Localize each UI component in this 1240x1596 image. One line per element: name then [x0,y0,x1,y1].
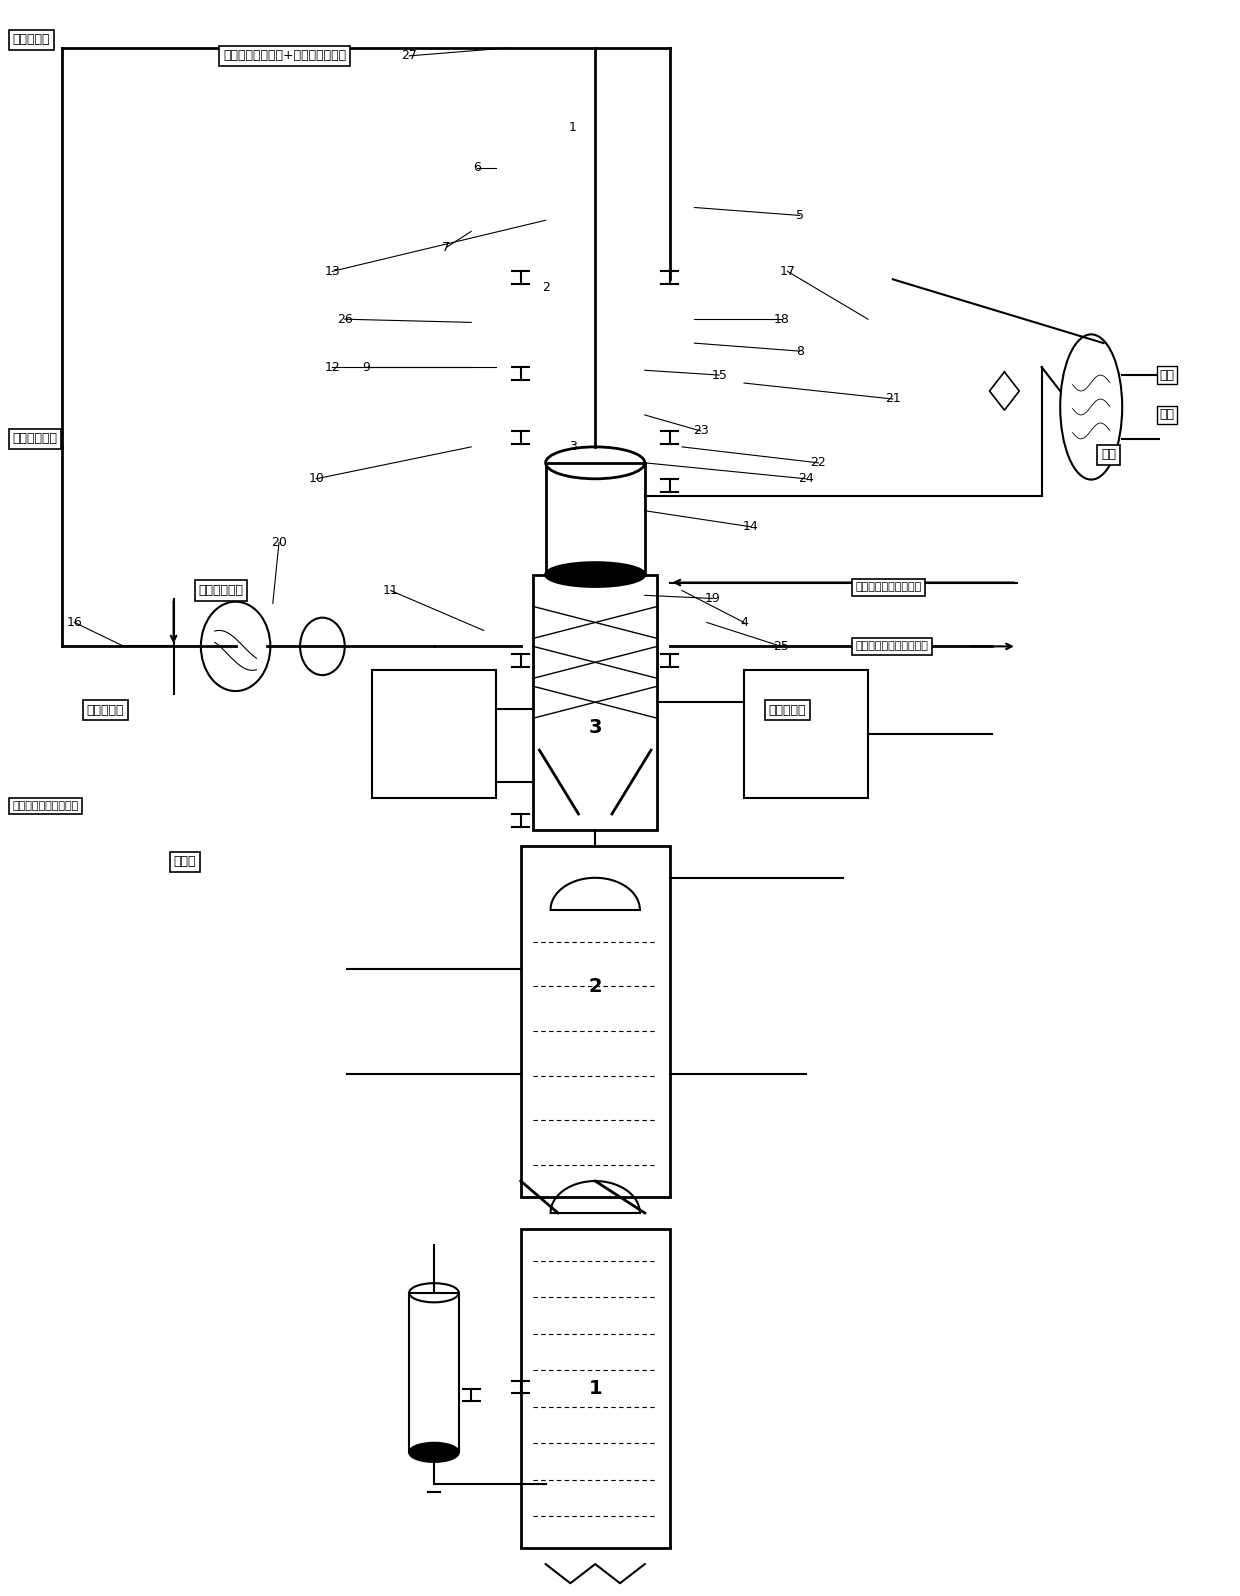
Bar [409,1293,459,1452]
Text: 排醛粗酒精去下游蒸馏塔: 排醛粗酒精去下游蒸馏塔 [856,642,929,651]
Text: 11: 11 [383,584,398,597]
Bar [744,670,868,798]
Text: 6: 6 [474,161,481,174]
Text: 12: 12 [325,361,340,373]
Text: 7: 7 [443,241,450,254]
Text: 3: 3 [569,440,577,453]
Text: 发架质粗酒液: 发架质粗酒液 [198,584,243,597]
Text: 二氧化碳气体: 二氧化碳气体 [12,433,57,445]
Text: 脱气粗酒液: 脱气粗酒液 [769,704,806,717]
Bar [521,1229,670,1548]
Text: 3: 3 [589,718,601,737]
Ellipse shape [546,563,645,587]
Text: 部分脱气醪去常压醪塔: 部分脱气醪去常压醪塔 [12,801,78,811]
Text: 进水: 进水 [1159,409,1174,421]
Text: 17: 17 [780,265,795,278]
Text: 1: 1 [589,1379,601,1398]
Text: 10: 10 [309,472,324,485]
Text: 20: 20 [272,536,286,549]
Text: 发酵成熟醪未到预热器: 发酵成熟醪未到预热器 [856,583,921,592]
Text: 2: 2 [542,281,549,294]
Text: 22: 22 [811,456,826,469]
Text: 26: 26 [337,313,352,326]
Text: 15: 15 [712,369,727,381]
Bar [521,846,670,1197]
Text: 24: 24 [799,472,813,485]
Text: 出水: 出水 [1159,369,1174,381]
Text: 18: 18 [774,313,789,326]
Text: 水环真空泵: 水环真空泵 [12,34,50,46]
Text: 14: 14 [743,520,758,533]
Text: 2: 2 [589,977,601,996]
Text: 5: 5 [796,209,804,222]
Text: 16: 16 [67,616,82,629]
Text: 脱气醪: 脱气醪 [174,855,196,868]
Bar [372,670,496,798]
Bar [546,463,645,575]
Text: 4: 4 [740,616,748,629]
Text: 19: 19 [706,592,720,605]
Text: 整流: 整流 [1101,448,1116,461]
Text: 低沸点醛类不凝气+挥发酸类不凝气: 低沸点醛类不凝气+挥发酸类不凝气 [223,49,346,62]
Ellipse shape [409,1443,459,1462]
Text: 27: 27 [402,49,417,62]
Text: 23: 23 [693,425,708,437]
Text: 脱气粗酒液: 脱气粗酒液 [87,704,124,717]
Text: 13: 13 [325,265,340,278]
Text: 21: 21 [885,393,900,405]
Text: 8: 8 [796,345,804,358]
Text: 1: 1 [569,121,577,134]
Text: 9: 9 [362,361,370,373]
Bar [533,575,657,830]
Text: 25: 25 [774,640,789,653]
